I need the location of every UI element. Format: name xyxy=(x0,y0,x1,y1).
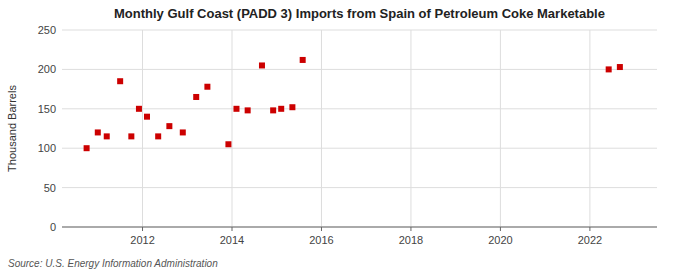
y-tick-label: 50 xyxy=(44,182,56,194)
x-grid-line xyxy=(589,30,590,227)
y-tick-label: 100 xyxy=(38,142,56,154)
point xyxy=(136,106,142,112)
point xyxy=(245,107,251,113)
y-tick-label: 250 xyxy=(38,24,56,36)
point xyxy=(166,123,172,129)
point xyxy=(289,104,295,110)
y-grid-line xyxy=(62,30,657,31)
y-tick-label: 0 xyxy=(50,221,56,233)
point xyxy=(117,78,123,84)
y-grid-line xyxy=(62,227,657,228)
y-grid-line xyxy=(62,148,657,149)
x-axis-line xyxy=(62,227,657,228)
x-tick-label: 2016 xyxy=(309,234,333,246)
x-tick-mark xyxy=(321,227,322,231)
y-tick-label: 200 xyxy=(38,63,56,75)
point xyxy=(155,133,161,139)
x-grid-line xyxy=(142,30,143,227)
point xyxy=(270,107,276,113)
y-grid-line xyxy=(62,187,657,188)
point xyxy=(84,145,90,151)
x-tick-mark xyxy=(500,227,501,231)
x-tick-label: 2020 xyxy=(488,234,512,246)
x-tick-label: 2018 xyxy=(399,234,423,246)
x-tick-label: 2022 xyxy=(578,234,602,246)
point xyxy=(300,57,306,63)
x-tick-label: 2012 xyxy=(130,234,154,246)
point xyxy=(233,106,239,112)
chart-container: 0 50 100 150 200 250 2012 2014 2016 2018 2020 2022 M… xyxy=(0,0,675,275)
points xyxy=(84,57,623,151)
title: Monthly Gulf Coast (PADD 3) Imports from… xyxy=(114,6,605,21)
x-grid-line xyxy=(500,30,501,227)
point xyxy=(225,141,231,147)
point xyxy=(259,62,265,68)
x-grid-line xyxy=(321,30,322,227)
x-tick-mark xyxy=(410,227,411,231)
point xyxy=(104,133,110,139)
x-grid-line xyxy=(410,30,411,227)
y-grid-line xyxy=(62,69,657,70)
x-tick-mark xyxy=(589,227,590,231)
point xyxy=(144,114,150,120)
x-tick-mark xyxy=(232,227,233,231)
point xyxy=(180,129,186,135)
chart-svg: 0 50 100 150 200 250 2012 2014 2016 2018 2020 2022 M… xyxy=(0,0,675,275)
point xyxy=(278,106,284,112)
grid xyxy=(62,30,657,227)
x-tick-mark xyxy=(142,227,143,231)
point xyxy=(95,129,101,135)
y-axis-label: Thousand Barrels xyxy=(6,85,18,172)
y-grid-line xyxy=(62,108,657,109)
point xyxy=(606,66,612,72)
source-note: Source: U.S. Energy Information Administ… xyxy=(8,258,218,269)
point xyxy=(193,94,199,100)
point xyxy=(617,64,623,70)
y-tick-label: 150 xyxy=(38,103,56,115)
point xyxy=(204,84,210,90)
x-grid-line xyxy=(232,30,233,227)
point xyxy=(128,133,134,139)
x-tick-label: 2014 xyxy=(220,234,244,246)
